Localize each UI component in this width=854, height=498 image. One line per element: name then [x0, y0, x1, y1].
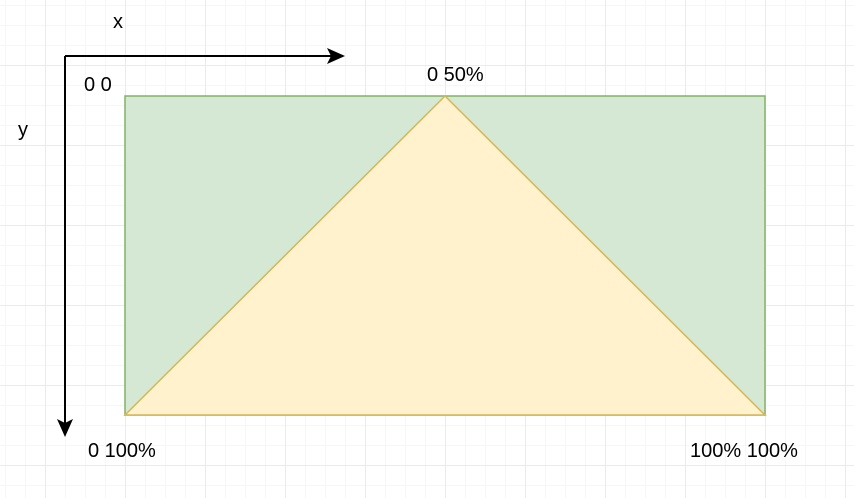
x-axis-arrowhead [327, 48, 345, 64]
point-label-bottom-left: 0 100% [88, 440, 156, 462]
x-axis-label: x [113, 11, 123, 33]
point-label-top-middle: 0 50% [427, 64, 484, 86]
point-label-bottom-right: 100% 100% [690, 440, 798, 462]
y-axis-label: y [18, 119, 28, 141]
clip-triangle [123, 94, 767, 416]
y-axis-arrowhead [57, 419, 73, 437]
point-label-top-left: 0 0 [84, 74, 112, 96]
